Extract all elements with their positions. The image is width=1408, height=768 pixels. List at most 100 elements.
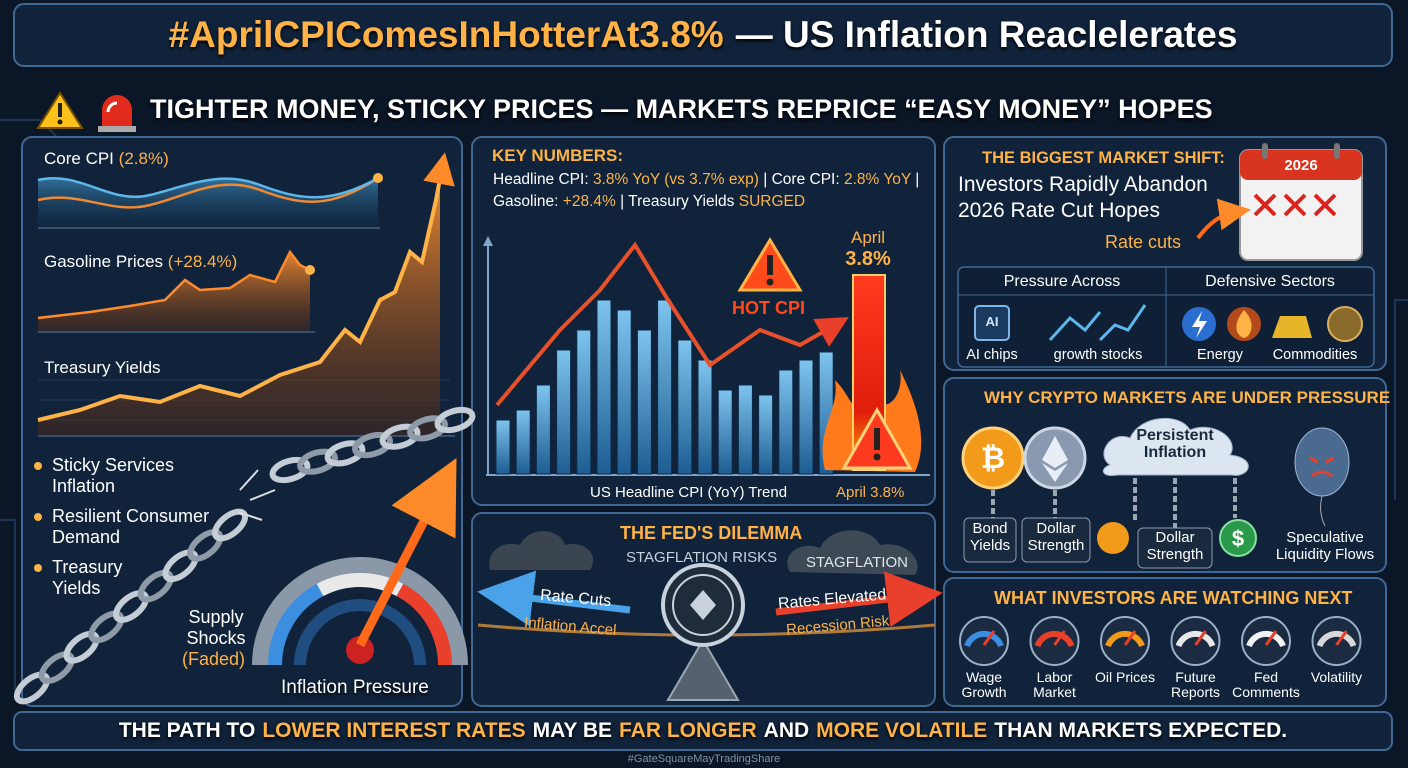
table-header: Pressure Across <box>1003 273 1121 290</box>
arrow-label: Rate cuts <box>1105 232 1182 252</box>
chain-link <box>407 415 448 442</box>
bullet: Sticky Services Inflation <box>52 455 175 496</box>
trend-bar <box>778 369 794 475</box>
watch-label: Volatility <box>1310 669 1363 685</box>
watch-icon-needle <box>1123 630 1137 646</box>
fed-dilemma-art <box>477 530 943 701</box>
text-run: 3.8% YoY (vs 3.7% exp) <box>592 171 759 188</box>
chain-link <box>38 651 75 685</box>
inflation-gauge <box>237 458 468 666</box>
market-shift-art <box>957 143 1375 368</box>
watch-icon-arc <box>1316 630 1357 648</box>
text-run: FAR LONGER <box>619 718 757 742</box>
fed-title: THE FED'S DILEMMA <box>620 523 803 543</box>
dollar-glyph: $ <box>1232 526 1244 551</box>
chain-link <box>162 549 199 583</box>
sector: growth stocks <box>1053 347 1143 363</box>
watch-icon <box>1029 616 1080 666</box>
watch-label: Labor Market <box>1033 669 1076 701</box>
watch-label: Wage Growth <box>961 669 1007 701</box>
watch-icon <box>1100 616 1150 666</box>
text-run: +28.4% <box>562 193 616 210</box>
hot-cpi: HOT CPI <box>732 298 806 318</box>
chain-link <box>297 448 338 475</box>
table-header: Defensive Sectors <box>1205 273 1335 290</box>
watch-icon-needle <box>982 630 996 646</box>
watch-label: Future Reports <box>1170 669 1221 701</box>
chart-value: (2.8%) <box>118 149 169 168</box>
trend-bar <box>798 359 814 475</box>
text-run: THE PATH TO <box>118 718 256 742</box>
chain-link <box>63 630 100 664</box>
chip-icon: AI <box>985 314 999 329</box>
text-run: 2.8% YoY <box>843 171 911 188</box>
footer-hashtag: #GateSquareMayTradingShare <box>627 753 781 765</box>
trend-bar <box>616 309 632 475</box>
april: April <box>850 228 885 247</box>
title-rest: — US Inflation Reaclelerates <box>735 13 1238 55</box>
mini-charts <box>37 152 455 437</box>
trend-bar <box>697 359 713 475</box>
trend-bar <box>495 419 511 475</box>
key-numbers-title: KEY NUMBERS: <box>492 146 623 165</box>
watch-icon-arc <box>1105 630 1145 648</box>
chain-label: Dollar Strength <box>1027 520 1085 554</box>
watch-icon-arc <box>1175 630 1216 648</box>
trend-bar <box>596 299 612 475</box>
supply-shocks: Supply Shocks <box>186 607 246 648</box>
title: #AprilCPIComesInHotterAt3.8% — US Inflat… <box>14 4 1392 66</box>
cloud-label: STAGFLATION <box>806 554 908 571</box>
chain-label: Speculative Liquidity Flows <box>1275 529 1375 563</box>
trend-bar <box>717 389 733 475</box>
chain-link <box>112 590 150 623</box>
chain-link <box>324 440 366 467</box>
gauge-label: Inflation Pressure <box>281 677 429 698</box>
calendar-year: 2026 <box>1284 157 1318 174</box>
bullet: Resilient Consumer Demand <box>52 506 210 547</box>
chain-label: Dollar Strength <box>1146 529 1204 563</box>
watch-icon <box>1241 616 1291 666</box>
watch-icon <box>1311 616 1362 666</box>
cpi-trend-art <box>483 236 930 476</box>
watch-icon-needle <box>1194 630 1207 646</box>
chart-name: Gasoline Prices <box>44 252 164 271</box>
sector: Commodities <box>1272 347 1358 363</box>
trend-bar <box>677 339 693 475</box>
subtitle: TIGHTER MONEY, STICKY PRICES — MARKETS R… <box>150 94 1213 124</box>
broken-chain <box>13 406 476 705</box>
watch-gauges <box>959 616 1362 666</box>
faded: (Faded) <box>182 649 246 669</box>
chain-link <box>137 569 174 603</box>
watch-icon-needle <box>1335 630 1348 646</box>
trend-bar <box>576 329 592 475</box>
bitcoin-glyph: ₿ <box>981 442 1005 475</box>
chain-link <box>88 610 125 644</box>
text-run: THAN MARKETS EXPECTED. <box>994 718 1288 742</box>
fed-subtitle: STAGFLATION RISKS <box>626 549 778 566</box>
chart-caption: US Headline CPI (YoY) Trend <box>590 484 788 501</box>
text-run: Headline CPI: <box>493 171 589 188</box>
watch-icon-needle <box>1264 630 1278 646</box>
watch-label: Oil Prices <box>1095 669 1155 685</box>
chain-link <box>269 456 311 484</box>
trend-bar <box>657 299 673 475</box>
chain-link <box>379 423 421 450</box>
chart-caption-value: April 3.8% <box>836 484 905 501</box>
footer: THE PATH TO LOWER INTEREST RATES MAY BE … <box>14 712 1392 750</box>
text-run: | Core CPI: <box>763 171 840 188</box>
shift-headline: Investors Rapidly Abandon <box>958 173 1208 196</box>
watch-icon-arc <box>1034 630 1075 648</box>
chain-link <box>434 406 476 434</box>
watch-label: Fed Comments <box>1232 669 1300 701</box>
sector: Energy <box>1197 347 1243 363</box>
watching-title: WHAT INVESTORS ARE WATCHING NEXT <box>994 588 1353 608</box>
trend-bar <box>758 394 774 475</box>
shift-title: THE BIGGEST MARKET SHIFT: <box>982 149 1225 167</box>
text-run: | Treasury Yields <box>620 193 735 210</box>
chain-label: Bond Yields <box>969 520 1011 554</box>
text-run: SURGED <box>738 193 806 210</box>
text-run: LOWER INTEREST RATES <box>262 718 526 742</box>
cloud-label: Persistent Inflation <box>1136 427 1214 461</box>
watch-icon-needle <box>1053 630 1066 646</box>
